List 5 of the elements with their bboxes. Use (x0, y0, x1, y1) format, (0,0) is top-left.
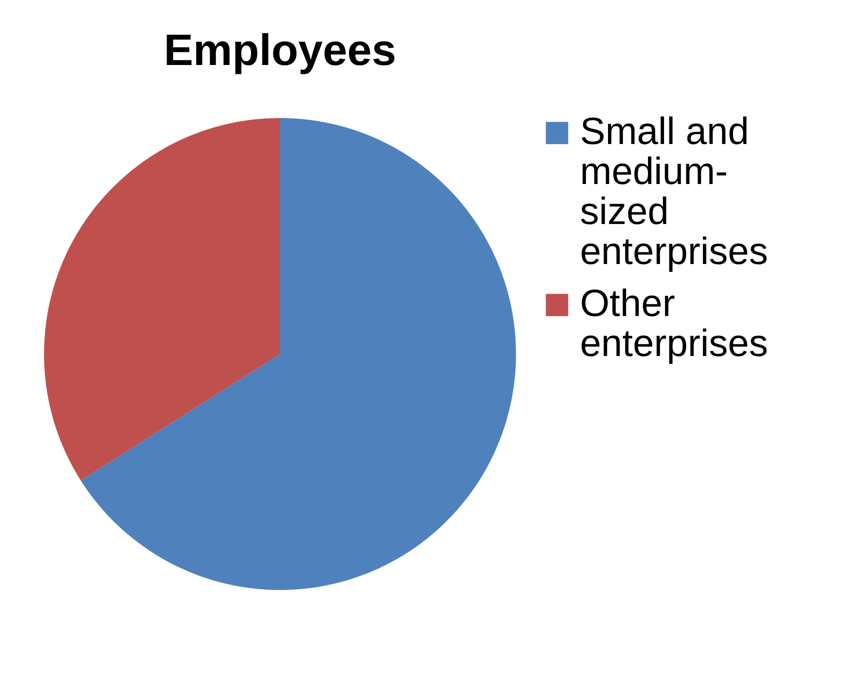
pie-slice (80, 118, 516, 590)
pie-slice (44, 118, 280, 480)
chart-title: Employees (164, 26, 396, 75)
legend-label: Small and medium-sized enterprises (580, 111, 768, 273)
legend-label: Other enterprises (580, 283, 768, 365)
